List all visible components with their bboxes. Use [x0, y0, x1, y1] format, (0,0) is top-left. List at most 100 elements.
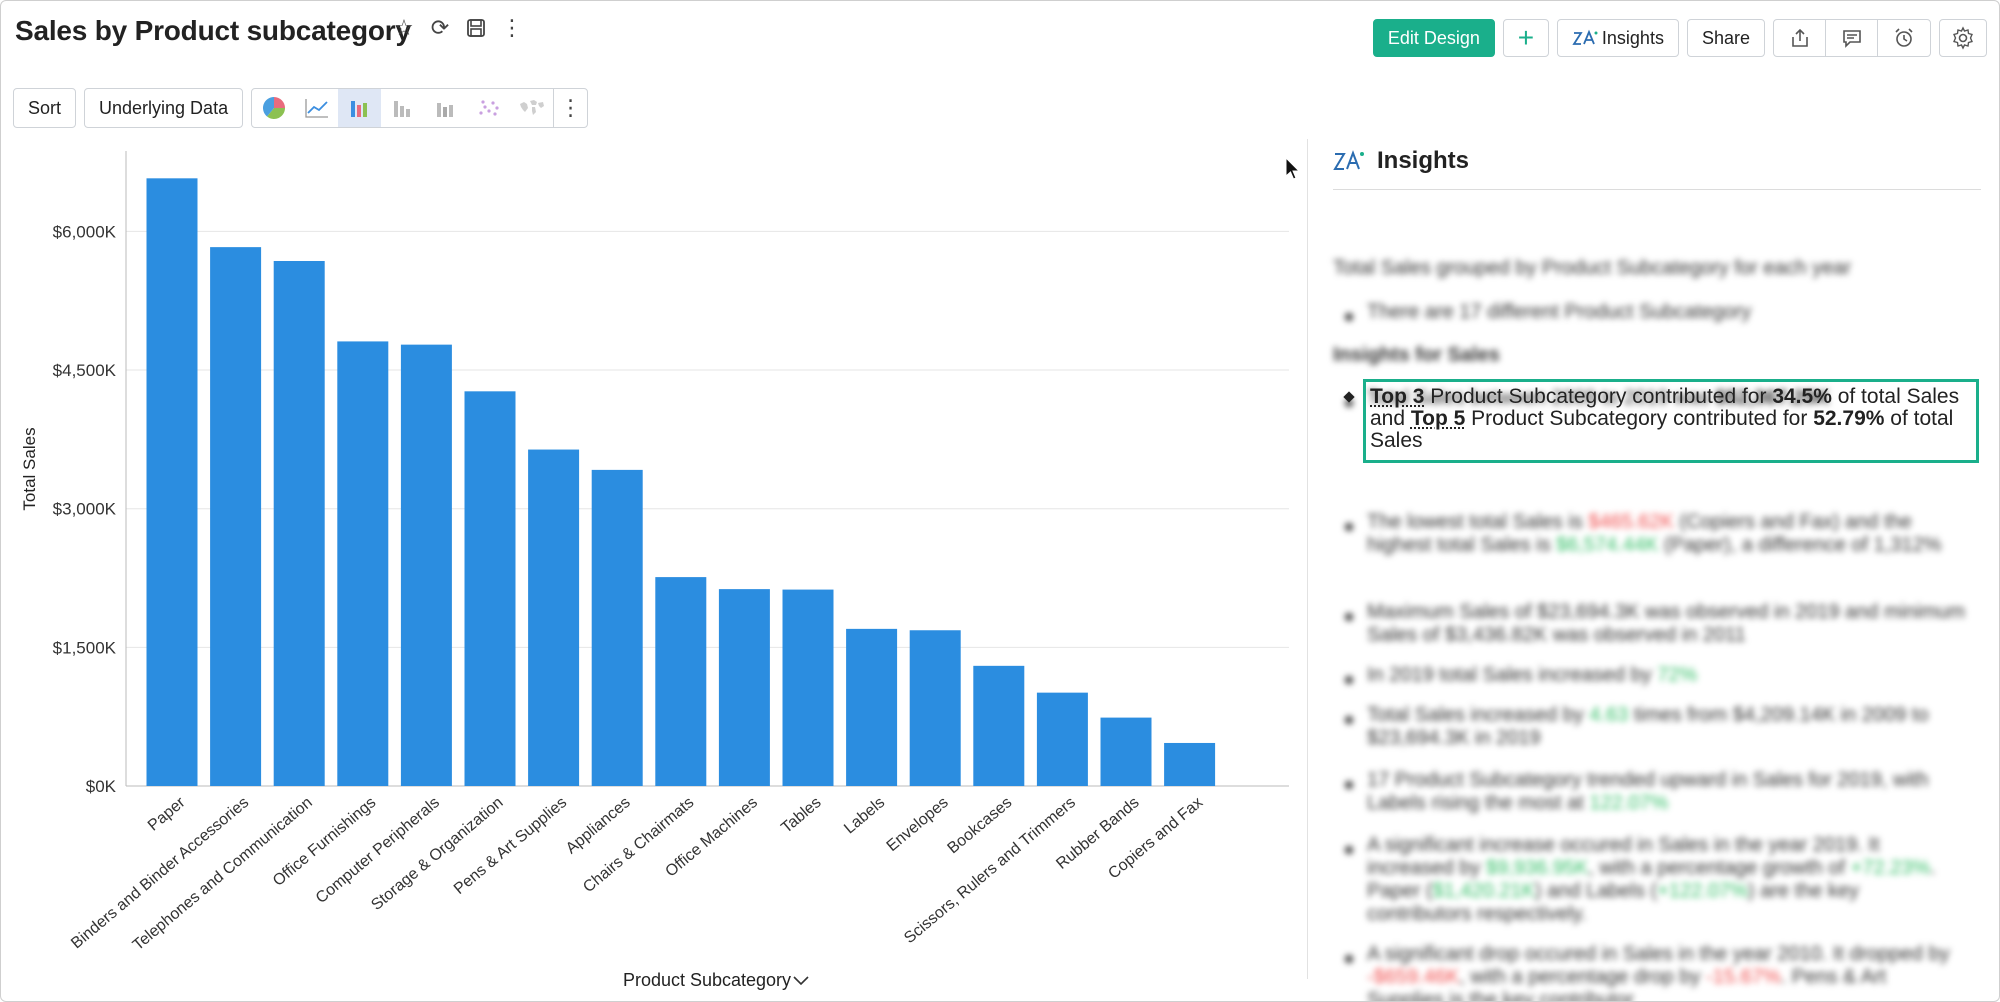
bar: [1036, 692, 1088, 786]
insights-sig-drop: A significant drop occured in Sales in t…: [1367, 943, 1967, 1002]
insights-summary: Total Sales grouped by Product Subcatego…: [1333, 257, 1852, 279]
bar: [210, 247, 262, 787]
insights-button[interactable]: Insights: [1556, 19, 1679, 57]
refresh-icon[interactable]: ⟳: [430, 15, 450, 40]
sig-drop-value: -$659.46K: [1367, 966, 1460, 988]
trend-text: 17 Product Subcategory trended upward in…: [1367, 769, 1929, 814]
line-chart-icon[interactable]: [295, 89, 338, 127]
x-tick-label: Pens & Art Supplies: [451, 794, 570, 898]
bullet-dot: [1345, 846, 1353, 854]
x-tick-label: Storage & Organization: [368, 794, 506, 914]
insights-header: Insights: [1333, 139, 1983, 183]
sig-drop-text-3: . Pens & Art Supplies is the key contrib…: [1367, 966, 1887, 1002]
save-icon[interactable]: [463, 15, 489, 41]
top5-label: Top 5: [1410, 407, 1466, 430]
bar-chart-icon[interactable]: [338, 89, 382, 127]
lowest-text: The lowest total Sales is: [1367, 511, 1589, 533]
sig-drop-pct: -15.67%: [1706, 966, 1781, 988]
chart-area: $0K $1,500K $3,000K $4,500K $6,000K Paper Bind…: [1, 141, 1301, 1001]
lowest-text-2: (Copiers and Fax) and the highest total …: [1367, 511, 1912, 556]
stacked-bar-icon[interactable]: [424, 89, 467, 127]
top5-pct: 52.79%: [1813, 407, 1885, 430]
bar: [591, 469, 643, 786]
bullet-dot: [1345, 399, 1353, 407]
bar: [655, 577, 707, 786]
sig-increase-text: A significant increase occured in Sales …: [1367, 834, 1880, 879]
underlying-data-button[interactable]: Underlying Data: [84, 88, 244, 128]
gear-icon: [1953, 26, 1973, 50]
highlighted-insight-text: Top 3 Product Subcategory contributed fo…: [1370, 386, 1970, 452]
insights-rule: [1333, 189, 1981, 190]
lowest-value: $465.62K: [1588, 511, 1674, 533]
times-text: Total Sales increased by: [1367, 704, 1590, 726]
x-tick-label: Tables: [778, 794, 824, 837]
times-value: 4.63: [1589, 704, 1629, 726]
sig-increase-text-3: . Paper (: [1367, 857, 1936, 902]
insights-icon: [1572, 29, 1598, 45]
alarm-clock-icon[interactable]: [1878, 20, 1930, 56]
insights-sig-increase: A significant increase occured in Sales …: [1367, 834, 1967, 926]
sig-drop-text: A significant drop occured in Sales in t…: [1367, 943, 1950, 965]
trend-value: 122.07%: [1589, 792, 1669, 814]
bullet-dot: [1345, 676, 1353, 684]
column-chart-icon[interactable]: [381, 89, 424, 127]
highlighted-insight[interactable]: Top 3 Product Subcategory contributed fo…: [1363, 379, 1979, 463]
sig-increase-value: $9,936.95K: [1485, 857, 1589, 879]
insights-maximum: Maximum Sales of $23,694.3K was observed…: [1367, 601, 1966, 646]
favorite-star-icon[interactable]: ☆: [394, 15, 414, 40]
insights-count: There are 17 different Product Subcatego…: [1367, 301, 1752, 323]
bar: [146, 178, 198, 787]
hl-text-6: Product Subcategory contributed for: [1465, 407, 1814, 430]
bar: [1164, 742, 1216, 786]
bullet-dot: [1345, 313, 1353, 321]
insights-trend: 17 Product Subcategory trended upward in…: [1367, 769, 1967, 815]
insights-lowest: The lowest total Sales is $465.62K (Copi…: [1367, 511, 1967, 557]
scatter-chart-icon[interactable]: [467, 89, 510, 127]
chart-toolbar: Sort Underlying Data ⋮: [13, 88, 589, 128]
sort-button[interactable]: Sort: [13, 88, 77, 128]
times-text-2: times from $4,209.14K in 2009 to $23,694…: [1367, 704, 1929, 749]
sig-increase-labels: +122.07%: [1657, 880, 1748, 902]
highest-value: $6,574.44K: [1556, 534, 1659, 556]
map-chart-icon[interactable]: [510, 89, 553, 127]
bullet-dot: [1345, 716, 1353, 724]
bar: [273, 260, 325, 786]
comment-icon[interactable]: [1826, 20, 1878, 56]
sig-drop-text-2: , with a percentage drop by: [1459, 966, 1707, 988]
total-text: Total Sales between 2009 to 2019 was: [1367, 387, 1716, 409]
panel-divider: [1307, 139, 1308, 979]
x-tick-label: Computer Peripherals: [313, 794, 443, 907]
insights-section-title: Insights for Sales: [1333, 344, 1500, 366]
bar: [973, 665, 1025, 786]
page-title: Sales by Product subcategory: [15, 15, 411, 46]
share-button[interactable]: Share: [1686, 19, 1765, 57]
bar: [782, 589, 834, 786]
mouse-cursor-icon: [1285, 157, 1301, 180]
export-icon[interactable]: [1774, 20, 1826, 56]
settings-button[interactable]: [1939, 19, 1987, 57]
bullet-dot: [1345, 955, 1353, 963]
hl-text-2: Product Subcategory contributed for: [1424, 385, 1773, 408]
bar: [1100, 717, 1152, 786]
insights-increase-2019: In 2019 total Sales increased by 72%: [1367, 664, 1967, 687]
edit-design-button[interactable]: Edit Design: [1372, 19, 1495, 57]
title-tools: ☆ ⟳ ⋮: [391, 15, 525, 41]
insights-times: Total Sales increased by 4.63 times from…: [1367, 704, 1967, 750]
insights-panel: Insights Total Sales grouped by Product …: [1333, 139, 1983, 1001]
insights-icon: [1333, 150, 1364, 170]
lowest-text-3: (Paper), a difference of 1,312%: [1658, 534, 1942, 556]
chart-more-vertical-icon[interactable]: ⋮: [553, 89, 587, 127]
y-axis-title: Total Sales: [20, 427, 39, 510]
more-vertical-icon[interactable]: ⋮: [501, 15, 523, 40]
increase-value: 72%: [1657, 664, 1698, 686]
bar: [718, 589, 770, 786]
hl-text-4: of total Sales and: [1370, 385, 1960, 430]
pie-chart-icon[interactable]: [252, 89, 295, 127]
total-value: $52,367.25K: [1715, 387, 1830, 409]
add-button[interactable]: +: [1502, 19, 1549, 57]
y-tick-label: $6,000K: [53, 222, 117, 241]
increase-text: In 2019 total Sales increased by: [1367, 664, 1658, 686]
top3-pct: 34.5%: [1772, 385, 1832, 408]
sig-increase-paper: $1,420.21K: [1432, 880, 1535, 902]
sig-increase-text-2: , with a percentage growth of: [1588, 857, 1851, 879]
